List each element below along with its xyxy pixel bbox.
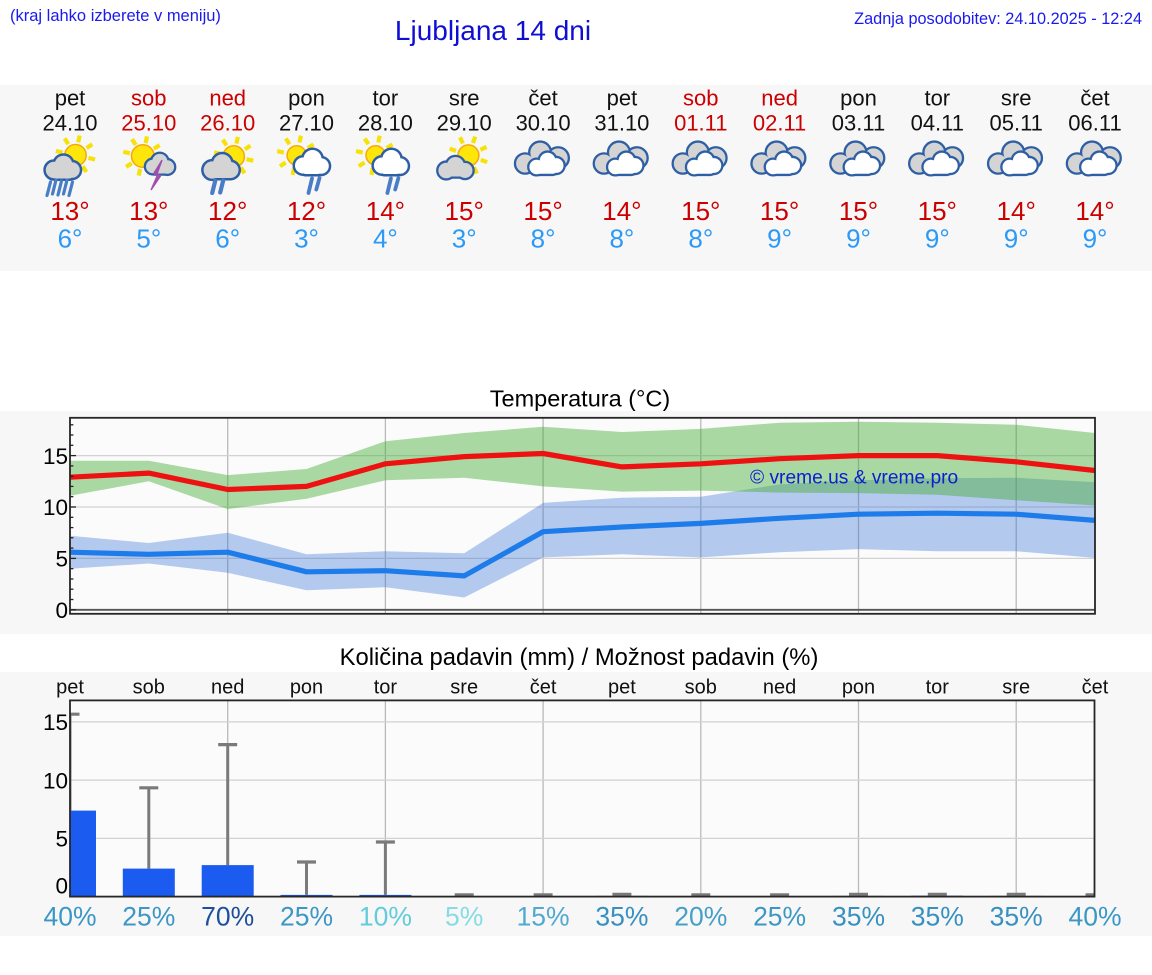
- svg-text:sob: sob: [131, 86, 166, 111]
- svg-text:05.11: 05.11: [989, 111, 1042, 136]
- svg-text:02.11: 02.11: [753, 111, 806, 136]
- svg-text:9°: 9°: [1004, 224, 1029, 254]
- svg-text:tor: tor: [374, 677, 398, 699]
- svg-text:3°: 3°: [452, 224, 477, 254]
- svg-text:14°: 14°: [1075, 196, 1114, 226]
- svg-text:pon: pon: [290, 677, 323, 699]
- svg-text:15: 15: [43, 444, 68, 469]
- svg-text:8°: 8°: [531, 224, 556, 254]
- svg-text:27.10: 27.10: [279, 111, 334, 136]
- svg-text:9°: 9°: [767, 224, 792, 254]
- svg-text:sob: sob: [685, 677, 717, 699]
- svg-text:9°: 9°: [925, 224, 950, 254]
- svg-text:40%: 40%: [43, 902, 96, 932]
- svg-text:70%: 70%: [201, 902, 254, 932]
- svg-text:0: 0: [55, 598, 68, 623]
- svg-text:5: 5: [55, 547, 68, 572]
- svg-text:3°: 3°: [294, 224, 319, 254]
- svg-text:sre: sre: [1001, 86, 1032, 111]
- svg-text:26.10: 26.10: [200, 111, 255, 136]
- svg-text:28.10: 28.10: [358, 111, 413, 136]
- svg-text:12°: 12°: [208, 196, 247, 226]
- svg-text:Ljubljana 14 dni: Ljubljana 14 dni: [395, 15, 591, 46]
- svg-text:pet: pet: [55, 86, 86, 111]
- svg-text:25%: 25%: [753, 902, 806, 932]
- svg-text:pon: pon: [840, 86, 877, 111]
- svg-text:Količina padavin (mm) / Možnos: Količina padavin (mm) / Možnost padavin …: [340, 644, 819, 671]
- svg-text:25%: 25%: [122, 902, 175, 932]
- svg-text:pet: pet: [56, 677, 84, 699]
- svg-text:© vreme.us & vreme.pro: © vreme.us & vreme.pro: [750, 468, 958, 489]
- svg-text:6°: 6°: [215, 224, 240, 254]
- svg-text:14°: 14°: [997, 196, 1036, 226]
- svg-text:0: 0: [55, 874, 68, 899]
- svg-text:5°: 5°: [136, 224, 161, 254]
- svg-text:15°: 15°: [681, 196, 720, 226]
- svg-text:25%: 25%: [280, 902, 333, 932]
- svg-text:sob: sob: [133, 677, 165, 699]
- svg-text:10%: 10%: [359, 902, 412, 932]
- svg-text:sre: sre: [449, 86, 480, 111]
- svg-text:20%: 20%: [674, 902, 727, 932]
- svg-text:35%: 35%: [832, 902, 885, 932]
- svg-text:15°: 15°: [445, 196, 484, 226]
- svg-text:8°: 8°: [688, 224, 713, 254]
- svg-text:(kraj lahko izberete v meniju): (kraj lahko izberete v meniju): [10, 7, 221, 25]
- svg-text:čet: čet: [1082, 677, 1109, 699]
- svg-text:15°: 15°: [523, 196, 562, 226]
- svg-text:29.10: 29.10: [437, 111, 492, 136]
- svg-text:4°: 4°: [373, 224, 398, 254]
- svg-text:tor: tor: [926, 677, 950, 699]
- svg-text:9°: 9°: [846, 224, 871, 254]
- svg-text:čet: čet: [528, 86, 557, 111]
- svg-text:10: 10: [43, 768, 68, 793]
- svg-text:35%: 35%: [990, 902, 1043, 932]
- svg-text:14°: 14°: [602, 196, 641, 226]
- svg-text:15°: 15°: [918, 196, 957, 226]
- svg-text:8°: 8°: [609, 224, 634, 254]
- svg-text:13°: 13°: [129, 196, 168, 226]
- svg-text:ned: ned: [209, 86, 246, 111]
- svg-text:01.11: 01.11: [674, 111, 727, 136]
- svg-text:30.10: 30.10: [516, 111, 571, 136]
- svg-text:15: 15: [43, 710, 68, 735]
- svg-text:ned: ned: [763, 677, 796, 699]
- svg-text:25.10: 25.10: [121, 111, 176, 136]
- svg-text:04.11: 04.11: [911, 111, 964, 136]
- svg-text:pon: pon: [842, 677, 875, 699]
- svg-text:Zadnja posodobitev: 24.10.2025: Zadnja posodobitev: 24.10.2025 - 12:24: [854, 10, 1142, 28]
- svg-text:pet: pet: [608, 677, 636, 699]
- svg-text:čet: čet: [530, 677, 557, 699]
- svg-text:15°: 15°: [760, 196, 799, 226]
- svg-text:tor: tor: [373, 86, 399, 111]
- svg-text:ned: ned: [761, 86, 798, 111]
- svg-text:6°: 6°: [58, 224, 83, 254]
- svg-text:24.10: 24.10: [42, 111, 97, 136]
- svg-text:13°: 13°: [50, 196, 89, 226]
- svg-text:5: 5: [55, 827, 68, 852]
- svg-text:31.10: 31.10: [594, 111, 649, 136]
- svg-text:15%: 15%: [517, 902, 570, 932]
- svg-text:9°: 9°: [1083, 224, 1108, 254]
- svg-text:tor: tor: [924, 86, 950, 111]
- svg-text:35%: 35%: [595, 902, 648, 932]
- svg-text:sre: sre: [1002, 677, 1030, 699]
- svg-text:Temperatura (°C): Temperatura (°C): [490, 386, 670, 412]
- svg-text:14°: 14°: [366, 196, 405, 226]
- svg-text:sob: sob: [683, 86, 718, 111]
- svg-text:03.11: 03.11: [832, 111, 885, 136]
- svg-text:15°: 15°: [839, 196, 878, 226]
- svg-text:06.11: 06.11: [1068, 111, 1121, 136]
- svg-text:pon: pon: [288, 86, 325, 111]
- svg-text:ned: ned: [211, 677, 244, 699]
- svg-text:sre: sre: [450, 677, 478, 699]
- svg-text:12°: 12°: [287, 196, 326, 226]
- svg-text:pet: pet: [607, 86, 638, 111]
- svg-text:35%: 35%: [911, 902, 964, 932]
- svg-text:10: 10: [43, 495, 68, 520]
- svg-text:5%: 5%: [445, 902, 483, 932]
- svg-text:čet: čet: [1080, 86, 1109, 111]
- svg-text:40%: 40%: [1068, 902, 1121, 932]
